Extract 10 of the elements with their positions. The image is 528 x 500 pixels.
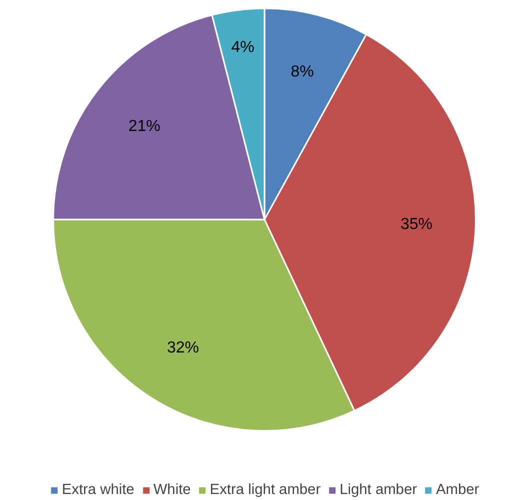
data-label: 35% <box>400 216 433 233</box>
legend-label: Extra light amber <box>210 482 321 498</box>
data-label: 8% <box>290 64 314 81</box>
legend-label: Extra white <box>62 482 134 498</box>
data-label: 21% <box>128 118 160 135</box>
data-label: 32% <box>167 339 200 356</box>
data-label: 4% <box>231 39 254 56</box>
legend-label: Amber <box>436 482 480 498</box>
legend-label: Light amber <box>340 482 417 498</box>
legend-label: White <box>153 482 191 498</box>
